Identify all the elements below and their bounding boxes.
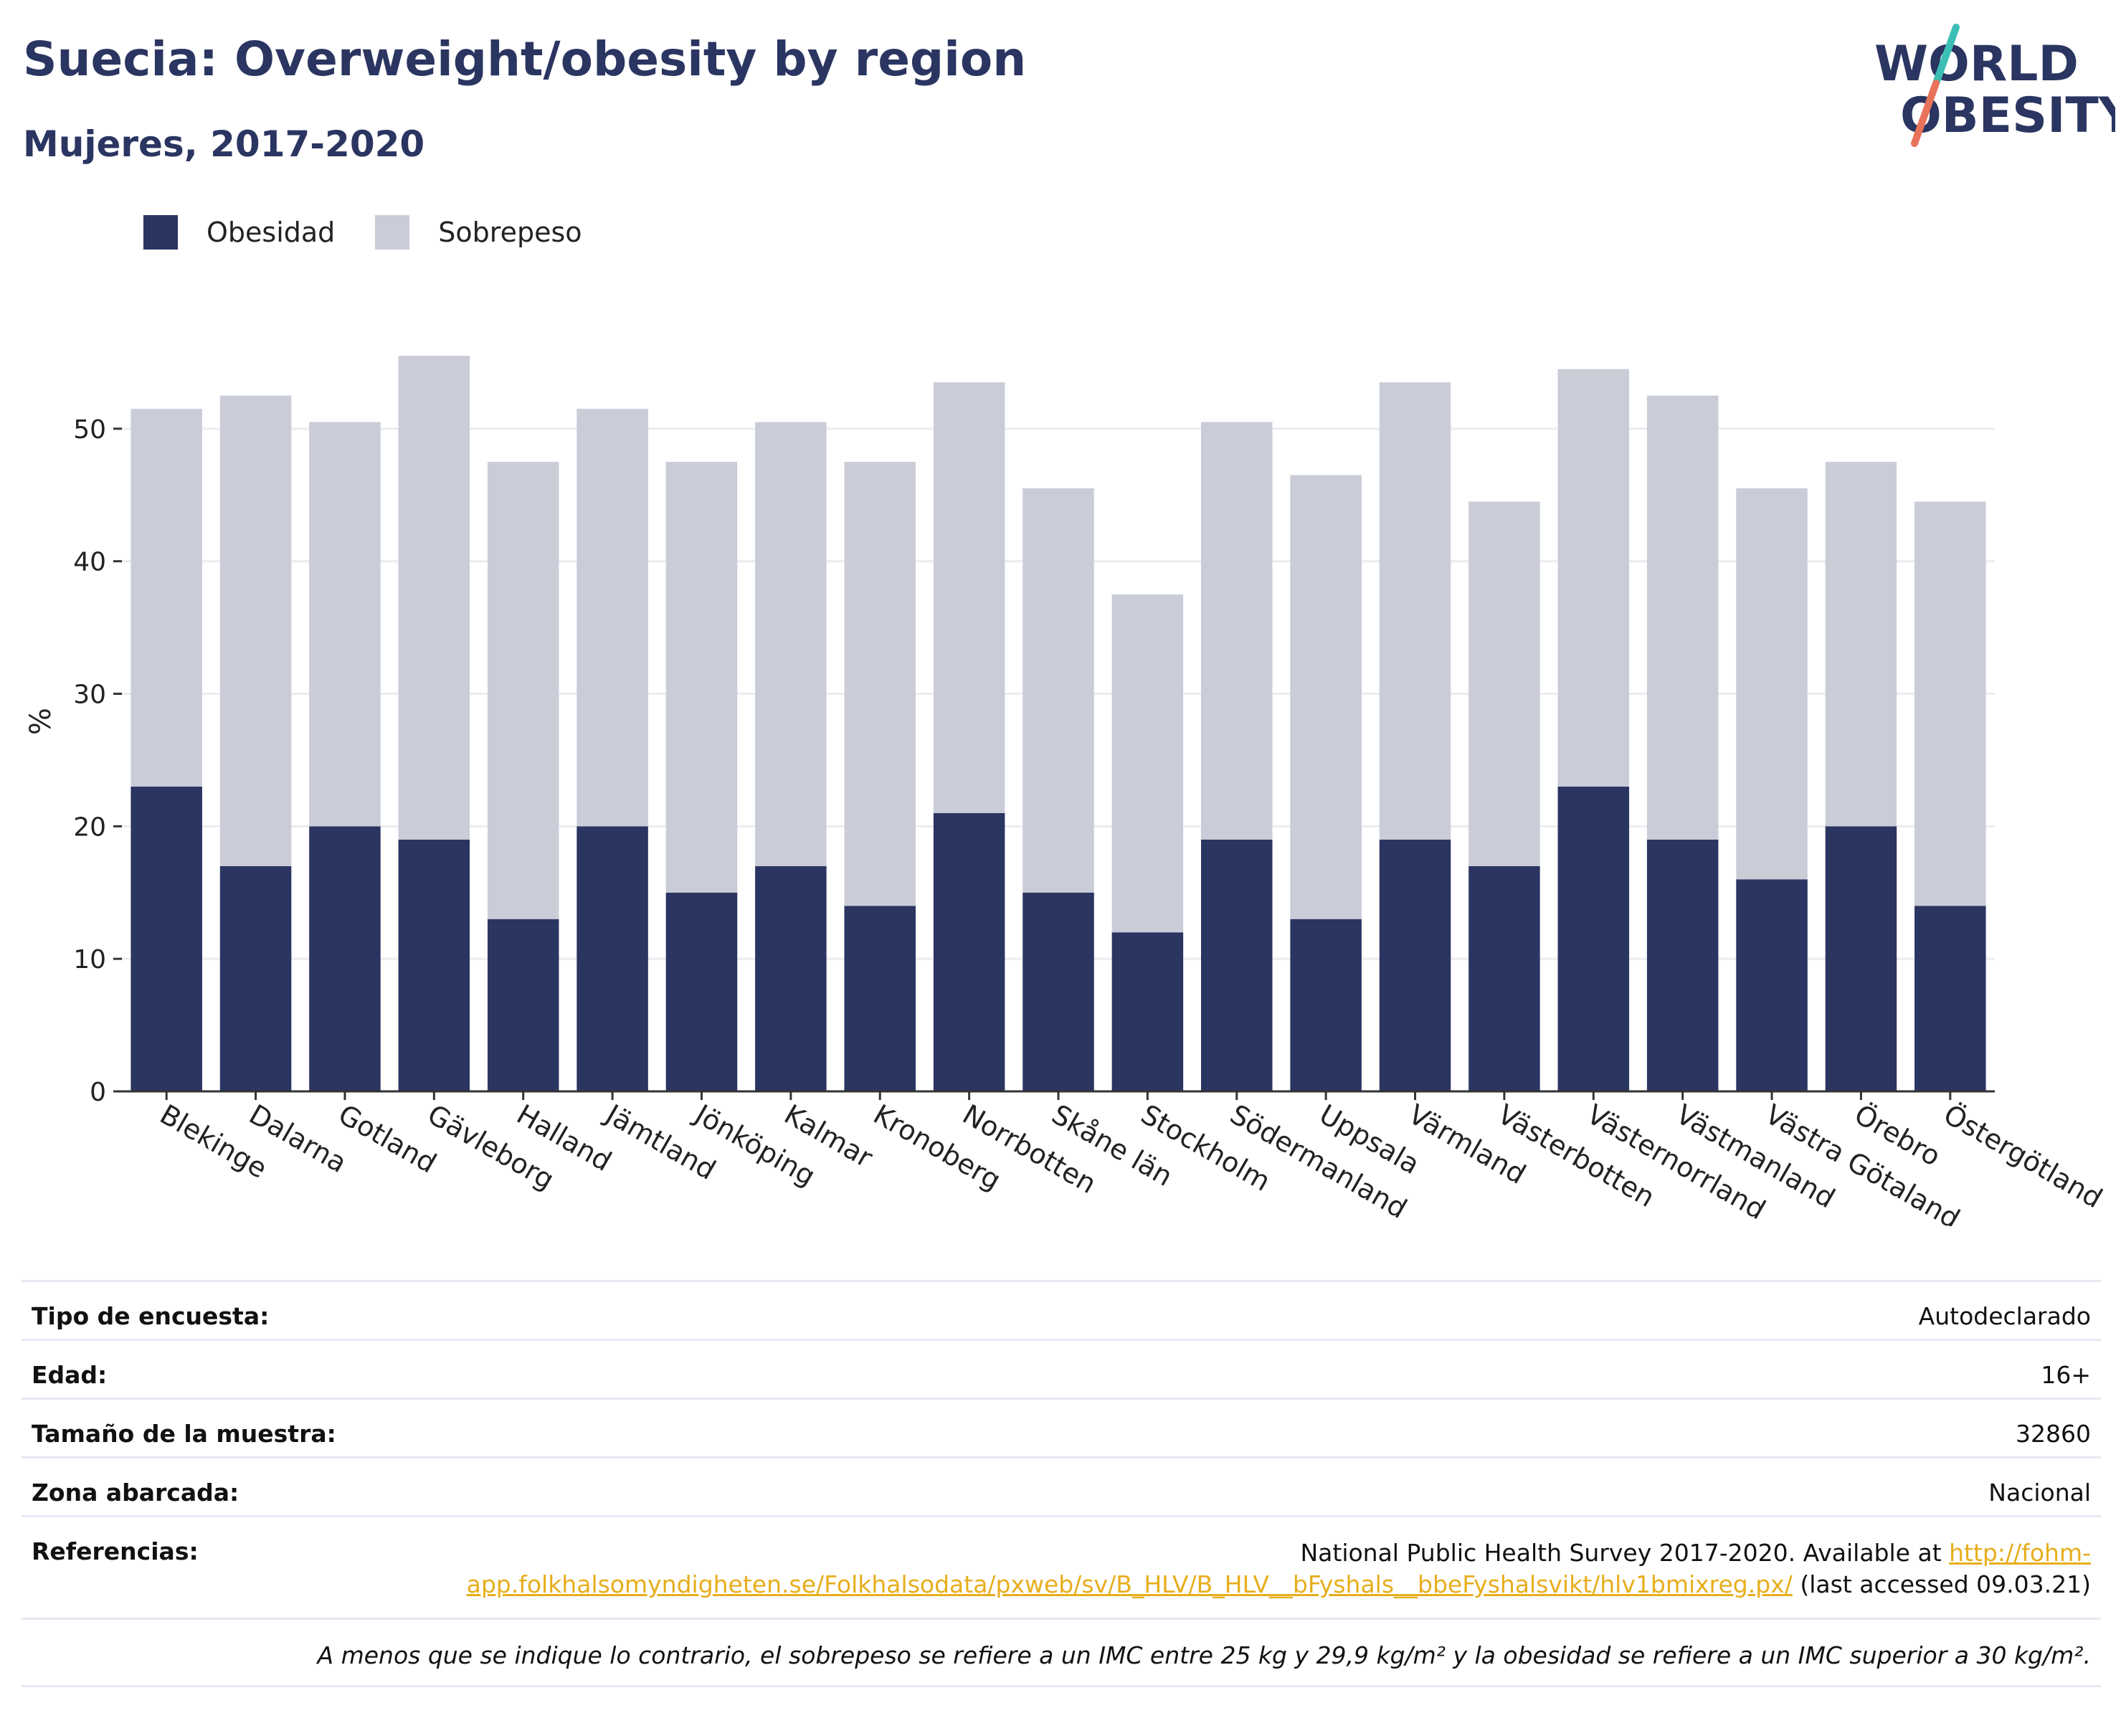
bar-sobrepeso[interactable]: [755, 422, 827, 866]
reference-link[interactable]: http://fohm-app.folkhalsomyndigheten.se/…: [466, 1539, 2091, 1598]
info-label: Tipo de encuesta:: [32, 1302, 270, 1330]
bars: [131, 356, 1986, 1091]
legend-swatch-sobrepeso: [375, 215, 410, 250]
logo-slash-coral: [1911, 80, 1940, 147]
stacked-bar-chart: 01020304050BlekingeDalarnaGotlandGävlebo…: [24, 356, 2107, 1226]
info-value: Autodeclarado: [1918, 1302, 2091, 1330]
bar-sobrepeso[interactable]: [219, 395, 292, 866]
info-label: Tamaño de la muestra:: [32, 1420, 336, 1448]
bar-sobrepeso[interactable]: [933, 382, 1005, 813]
info-label: Referencias:: [32, 1537, 199, 1565]
bar-sobrepeso[interactable]: [576, 409, 648, 827]
info-row-age: Edad: 16+: [22, 1339, 2101, 1398]
bar-obesidad[interactable]: [219, 865, 292, 1091]
y-tick-label: 40: [73, 548, 106, 577]
legend-label-obesidad: Obesidad: [207, 217, 336, 248]
bar-obesidad[interactable]: [665, 892, 738, 1091]
chart-legend: Obesidad Sobrepeso: [143, 214, 622, 251]
logo-line1: WORLD: [1874, 36, 2079, 93]
bar-obesidad[interactable]: [1736, 879, 1808, 1091]
bar-obesidad[interactable]: [1290, 919, 1362, 1091]
x-tick-label: Gotland: [333, 1099, 442, 1180]
y-tick-label: 10: [73, 945, 106, 974]
y-tick-label: 50: [73, 415, 106, 445]
bar-obesidad[interactable]: [1914, 906, 1986, 1091]
info-row-sample-size: Tamaño de la muestra: 32860: [22, 1398, 2101, 1456]
survey-info-table: Tipo de encuesta: Autodeclarado Edad: 16…: [22, 1280, 2101, 1687]
bar-sobrepeso[interactable]: [487, 462, 559, 919]
bar-sobrepeso[interactable]: [1379, 382, 1451, 840]
bar-sobrepeso[interactable]: [1646, 395, 1719, 840]
info-label: Edad:: [32, 1361, 108, 1389]
info-value: 16+: [2041, 1361, 2091, 1389]
info-row-coverage: Zona abarcada: Nacional: [22, 1456, 2101, 1515]
bar-sobrepeso[interactable]: [1111, 594, 1184, 933]
references-text: National Public Health Survey 2017-2020.…: [298, 1537, 2091, 1600]
x-tick-label: Östergötland: [1938, 1099, 2107, 1215]
y-tick-label: 0: [90, 1078, 106, 1107]
bar-obesidad[interactable]: [1201, 839, 1273, 1091]
info-row-survey-type: Tipo de encuesta: Autodeclarado: [22, 1280, 2101, 1339]
bar-sobrepeso[interactable]: [1736, 488, 1808, 880]
bar-obesidad[interactable]: [1022, 892, 1094, 1091]
reference-accessed: (last accessed 09.03.21): [1792, 1570, 2091, 1598]
bar-sobrepeso[interactable]: [309, 422, 381, 827]
bar-obesidad[interactable]: [1825, 826, 1897, 1091]
logo-line2: OBESITY: [1900, 87, 2115, 144]
reference-source: National Public Health Survey 2017-2020.…: [1300, 1539, 1950, 1567]
bar-sobrepeso[interactable]: [844, 462, 916, 906]
bar-obesidad[interactable]: [933, 812, 1005, 1091]
legend-label-sobrepeso: Sobrepeso: [438, 217, 582, 248]
bar-obesidad[interactable]: [309, 826, 381, 1091]
legend-swatch-obesidad: [143, 215, 178, 250]
bar-obesidad[interactable]: [1111, 932, 1184, 1091]
bar-obesidad[interactable]: [1468, 865, 1540, 1091]
bar-obesidad[interactable]: [1646, 839, 1719, 1091]
bar-obesidad[interactable]: [844, 906, 916, 1091]
bar-obesidad[interactable]: [131, 786, 202, 1091]
info-value: 32860: [2016, 1420, 2091, 1448]
bar-obesidad[interactable]: [1557, 786, 1630, 1091]
bar-sobrepeso[interactable]: [1914, 501, 1986, 906]
y-tick-label: 30: [73, 680, 106, 710]
bar-sobrepeso[interactable]: [1022, 488, 1094, 893]
bar-obesidad[interactable]: [398, 839, 470, 1091]
bar-sobrepeso[interactable]: [1290, 475, 1362, 919]
bar-sobrepeso[interactable]: [1468, 501, 1540, 866]
definition-note: A menos que se indique lo contrario, el …: [22, 1618, 2101, 1687]
bar-obesidad[interactable]: [576, 826, 648, 1091]
bar-obesidad[interactable]: [755, 865, 827, 1091]
legend-item-obesidad[interactable]: Obesidad: [143, 215, 335, 250]
info-row-references: Referencias: National Public Health Surv…: [22, 1515, 2101, 1618]
y-tick-label: 20: [73, 812, 106, 842]
bar-sobrepeso[interactable]: [398, 356, 470, 840]
bar-obesidad[interactable]: [487, 919, 559, 1091]
info-label: Zona abarcada:: [32, 1479, 239, 1507]
legend-item-sobrepeso[interactable]: Sobrepeso: [375, 215, 582, 250]
bar-sobrepeso[interactable]: [665, 462, 738, 893]
bar-sobrepeso[interactable]: [1825, 462, 1897, 827]
bar-sobrepeso[interactable]: [1557, 369, 1630, 787]
page-subtitle: Mujeres, 2017-2020: [23, 123, 425, 165]
info-value: Nacional: [1988, 1479, 2091, 1507]
bar-sobrepeso[interactable]: [131, 409, 202, 787]
page-title: Suecia: Overweight/obesity by region: [23, 32, 1027, 87]
world-obesity-logo: WORLD OBESITY: [1874, 24, 2115, 147]
y-axis-label: %: [24, 708, 57, 735]
bar-obesidad[interactable]: [1379, 839, 1451, 1091]
bar-sobrepeso[interactable]: [1201, 422, 1273, 840]
logo-slash-teal: [1932, 24, 1960, 87]
